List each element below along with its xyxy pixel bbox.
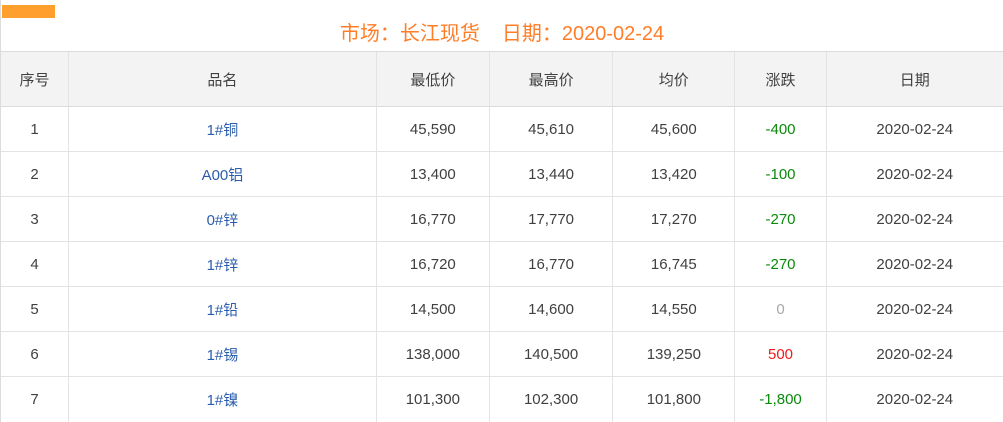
cell-low: 16,720 bbox=[377, 242, 490, 286]
product-link[interactable]: A00铝 bbox=[201, 166, 244, 184]
header-change: 涨跌 bbox=[735, 52, 827, 106]
header-no: 序号 bbox=[1, 52, 70, 106]
cell-change: -400 bbox=[735, 107, 827, 151]
page-title: 市场：长江现货 日期：2020-02-24 bbox=[1, 0, 1003, 52]
header-high: 最高价 bbox=[490, 52, 614, 106]
product-link[interactable]: 1#锡 bbox=[206, 346, 239, 364]
header-low: 最低价 bbox=[377, 52, 490, 106]
cell-date: 2020-02-24 bbox=[876, 391, 954, 408]
cell-date: 2020-02-24 bbox=[876, 345, 954, 363]
cell-date: 2020-02-24 bbox=[876, 165, 954, 183]
date-label: 日期：2020-02-24 bbox=[501, 23, 665, 45]
cell-no: 1 bbox=[1, 107, 70, 151]
cell-avg: 17,270 bbox=[613, 197, 736, 241]
cell-date: 2020-02-24 bbox=[876, 300, 954, 318]
cell-change: -270 bbox=[735, 197, 827, 241]
cell-name: 1#铅 bbox=[69, 287, 377, 331]
product-link[interactable]: 1#镍 bbox=[206, 392, 239, 409]
table-row: 2 A00铝 13,400 13,440 13,420 -100 2020-02-24 bbox=[1, 152, 1003, 197]
table-row: 7 1#镍 101,300 102,300 101,800 -1,800 2020-02-2… bbox=[1, 377, 1003, 422]
product-link[interactable]: 0#锌 bbox=[206, 211, 239, 229]
table-body: 1 1#铜 45,590 45,610 45,600 -400 2020-02-24 2 A00… bbox=[1, 107, 1003, 422]
cell-high: 140,500 bbox=[490, 332, 614, 376]
table-header-row: 序号 品名 最低价 最高价 均价 涨跌 日期 bbox=[1, 52, 1003, 107]
cell-no: 7 bbox=[1, 377, 70, 422]
cell-high: 16,770 bbox=[490, 242, 614, 286]
cell-name: A00铝 bbox=[69, 152, 377, 196]
cell-high: 102,300 bbox=[490, 377, 614, 422]
cell-avg: 14,550 bbox=[613, 287, 736, 331]
cell-change: 0 bbox=[735, 287, 827, 331]
cell-change: -1,800 bbox=[735, 377, 827, 422]
product-link[interactable]: 1#铜 bbox=[206, 121, 239, 139]
cell-date: 2020-02-24 bbox=[876, 120, 954, 138]
cell-low: 13,400 bbox=[377, 152, 490, 196]
cell-low: 14,500 bbox=[377, 287, 490, 331]
cell-high: 13,440 bbox=[490, 152, 614, 196]
cell-change: -270 bbox=[735, 242, 827, 286]
table-row: 3 0#锌 16,770 17,770 17,270 -270 2020-02-24 bbox=[1, 197, 1003, 242]
cell-no: 2 bbox=[1, 152, 70, 196]
cell-avg: 139,250 bbox=[613, 332, 736, 376]
cell-name: 1#铜 bbox=[69, 107, 377, 151]
cell-change: 500 bbox=[735, 332, 827, 376]
cell-avg: 13,420 bbox=[613, 152, 736, 196]
cell-low: 101,300 bbox=[377, 377, 490, 422]
cell-no: 4 bbox=[1, 242, 70, 286]
cell-avg: 45,600 bbox=[613, 107, 736, 151]
cell-low: 138,000 bbox=[377, 332, 490, 376]
cell-low: 16,770 bbox=[377, 197, 490, 241]
product-link[interactable]: 1#锌 bbox=[206, 256, 239, 274]
cell-high: 45,610 bbox=[490, 107, 614, 151]
cell-name: 1#锌 bbox=[69, 242, 377, 286]
cell-name: 0#锌 bbox=[69, 197, 377, 241]
cell-low: 45,590 bbox=[377, 107, 490, 151]
cell-name: 1#锡 bbox=[69, 332, 377, 376]
cell-name: 1#镍 bbox=[69, 377, 377, 422]
cell-no: 3 bbox=[1, 197, 70, 241]
table-row: 6 1#锡 138,000 140,500 139,250 500 2020-02-24 bbox=[1, 332, 1003, 377]
table-row: 1 1#铜 45,590 45,610 45,600 -400 2020-02-24 bbox=[1, 107, 1003, 152]
table-row: 4 1#锌 16,720 16,770 16,745 -270 2020-02-24 bbox=[1, 242, 1003, 287]
cell-avg: 16,745 bbox=[613, 242, 736, 286]
cell-high: 14,600 bbox=[490, 287, 614, 331]
market-label: 市场：长江现货 bbox=[339, 23, 480, 45]
cell-date: 2020-02-24 bbox=[876, 255, 954, 273]
cell-change: -100 bbox=[735, 152, 827, 196]
header-name: 品名 bbox=[69, 52, 377, 106]
product-link[interactable]: 1#铅 bbox=[206, 301, 239, 319]
header-date: 日期 bbox=[899, 71, 930, 89]
cell-date: 2020-02-24 bbox=[876, 210, 954, 228]
cell-avg: 101,800 bbox=[613, 377, 736, 422]
header-avg: 均价 bbox=[613, 52, 736, 106]
cell-no: 5 bbox=[1, 287, 70, 331]
top-left-orange-fragment bbox=[2, 5, 55, 18]
cell-high: 17,770 bbox=[490, 197, 614, 241]
table-row: 5 1#铅 14,500 14,600 14,550 0 2020-02-24 bbox=[1, 287, 1003, 332]
cell-no: 6 bbox=[1, 332, 70, 376]
